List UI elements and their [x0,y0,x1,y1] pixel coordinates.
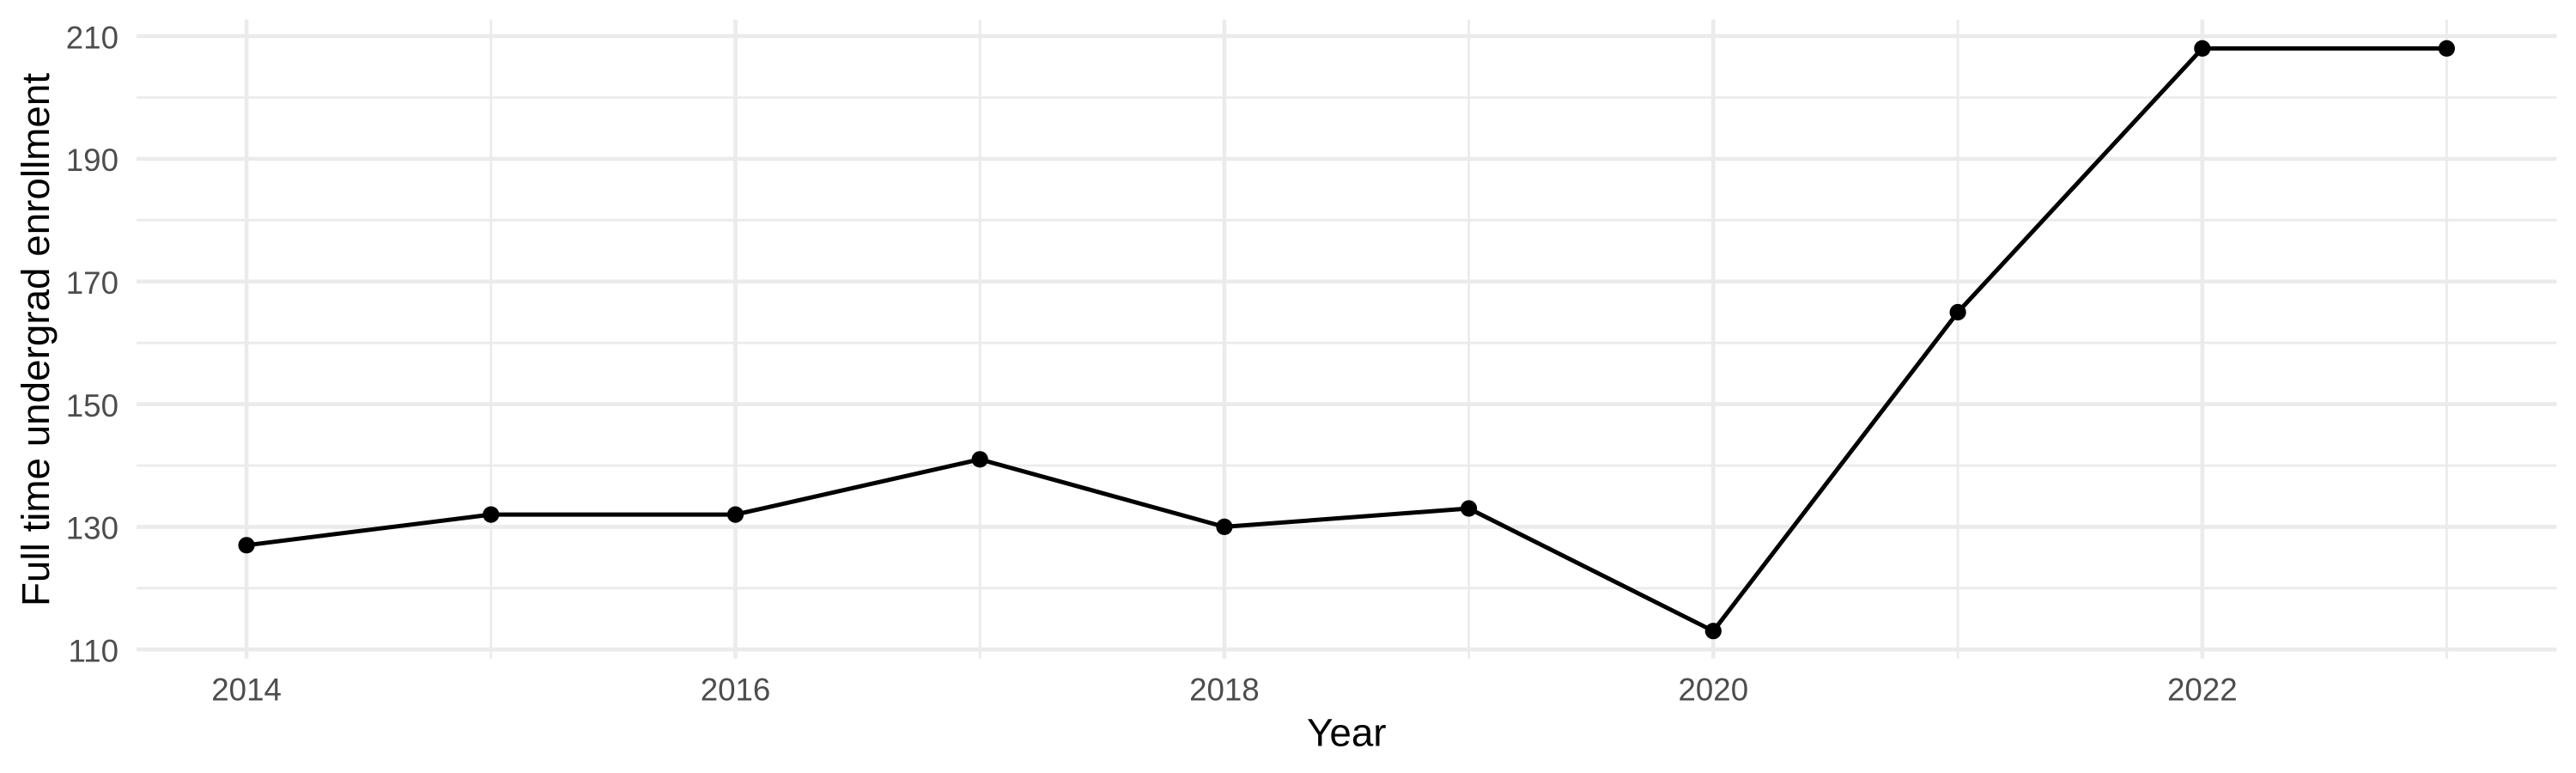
svg-text:2016: 2016 [701,673,771,708]
svg-text:2018: 2018 [1189,673,1260,708]
svg-text:130: 130 [66,511,118,546]
svg-text:2022: 2022 [2167,673,2238,708]
svg-text:210: 210 [66,20,118,55]
svg-text:190: 190 [66,143,118,178]
svg-text:Year: Year [1307,710,1387,754]
svg-text:2020: 2020 [1678,673,1748,708]
svg-text:110: 110 [69,633,119,668]
svg-text:2014: 2014 [211,673,282,708]
svg-text:150: 150 [66,388,118,423]
svg-text:170: 170 [66,265,118,301]
svg-text:Full time undergrad enrollment: Full time undergrad enrollment [14,73,58,606]
